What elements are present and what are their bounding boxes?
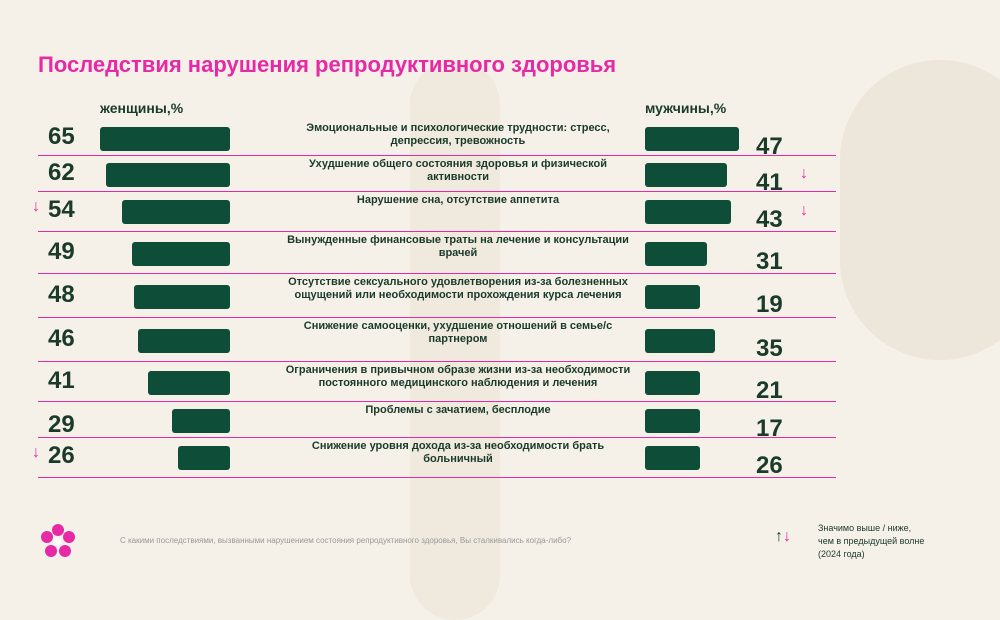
men-value-label: 41 xyxy=(756,169,783,196)
men-value-label: 17 xyxy=(756,415,783,442)
background-shape xyxy=(410,60,500,620)
women-value-label: 48 xyxy=(48,281,75,308)
category-label: Отсутствие сексуального удовлетворения и… xyxy=(288,276,628,301)
down-arrow-icon: ↓ xyxy=(32,198,40,215)
women-bar xyxy=(106,163,230,187)
legend: Значимо выше / ниже, чем в предыдущей во… xyxy=(818,522,968,561)
category-label: Снижение самооценки, ухудшение отношений… xyxy=(303,320,613,345)
men-value-label: 19 xyxy=(756,291,783,318)
women-column-label: женщины,% xyxy=(100,100,184,116)
logo-icon xyxy=(38,522,78,567)
row-divider xyxy=(38,437,836,438)
row-divider xyxy=(38,155,836,156)
women-bar xyxy=(134,285,230,309)
legend-line-1: Значимо выше / ниже, xyxy=(818,523,912,533)
chart-row: 26 ↓ Снижение уровня дохода из-за необходи… xyxy=(32,440,836,479)
chart-row: 46 Снижение самооценки, ухудшение отношен… xyxy=(38,320,836,362)
category-label: Вынужденные финансовые траты на лечение … xyxy=(287,234,629,259)
chart-row: 48 Отсутствие сексуального удовлетворения… xyxy=(38,276,836,318)
men-bar xyxy=(645,285,700,309)
chart-row: 54 ↓ Нарушение сна, отсутствие аппетита 43 ↓ xyxy=(32,194,836,233)
down-arrow-icon: ↓ xyxy=(32,444,40,461)
women-bar xyxy=(172,409,230,433)
down-arrow-icon: ↓ xyxy=(800,165,808,182)
row-divider xyxy=(38,317,836,318)
chart-row: 41 Ограничения в привычном образе жизни и… xyxy=(38,364,836,404)
women-bar xyxy=(138,329,230,353)
men-value-label: 31 xyxy=(756,248,783,275)
men-value-label: 26 xyxy=(756,452,783,479)
men-bar xyxy=(645,371,700,395)
women-bar xyxy=(122,200,230,224)
women-bar xyxy=(132,242,230,266)
row-divider xyxy=(38,361,836,362)
women-value-label: 46 xyxy=(48,325,75,352)
background-shape xyxy=(840,60,1000,360)
page-title: Последствия нарушения репродуктивного зд… xyxy=(38,52,617,77)
men-bar xyxy=(645,409,700,433)
men-bar xyxy=(645,163,727,187)
chart-row: 49 Вынужденные финансовые траты на лечени… xyxy=(38,234,836,275)
chart-row: 29 Проблемы с зачатием, бесплодие 17 xyxy=(38,404,836,442)
women-value-label: 62 xyxy=(48,159,75,186)
category-label: Ограничения в привычном образе жизни из-… xyxy=(285,364,631,389)
row-divider xyxy=(38,273,836,274)
men-column-label: мужчины,% xyxy=(645,100,727,116)
men-bar xyxy=(645,446,700,470)
chart-row: 65 Эмоциональные и психологические трудно… xyxy=(38,122,836,160)
category-label: Нарушение сна, отсутствие аппетита xyxy=(356,194,560,206)
men-value-label: 21 xyxy=(756,377,783,404)
men-bar xyxy=(645,329,715,353)
men-value-label: 43 xyxy=(756,206,783,233)
row-divider xyxy=(38,401,836,402)
women-value-label: 65 xyxy=(48,123,75,150)
category-label: Проблемы с зачатием, бесплодие xyxy=(365,404,551,416)
women-bar xyxy=(178,446,230,470)
women-value-label: 49 xyxy=(48,238,75,265)
men-value-label: 47 xyxy=(756,133,783,160)
legend-line-2: чем в предыдущей волне xyxy=(818,536,925,546)
row-divider xyxy=(38,477,836,478)
legend-arrows-icon: ↑↓ xyxy=(775,528,791,545)
women-value-label: 29 xyxy=(48,411,75,438)
category-label: Эмоциональные и психологические трудност… xyxy=(306,122,610,147)
row-divider xyxy=(38,191,836,192)
survey-question: С какими последствиями, вызванными наруш… xyxy=(120,536,572,545)
women-value-label: 54 xyxy=(48,196,75,223)
men-bar xyxy=(645,242,707,266)
women-value-label: 41 xyxy=(48,367,75,394)
men-bar xyxy=(645,127,739,151)
down-arrow-icon: ↓ xyxy=(800,202,808,219)
category-label: Снижение уровня дохода из-за необходимос… xyxy=(311,440,605,465)
category-label: Ухудшение общего состояния здоровья и фи… xyxy=(309,158,607,183)
row-divider xyxy=(38,231,836,232)
women-value-label: 26 xyxy=(48,442,75,469)
legend-line-3: (2024 года) xyxy=(818,549,865,559)
chart-row: 62 Ухудшение общего состояния здоровья и … xyxy=(38,158,836,196)
men-bar xyxy=(645,200,731,224)
men-value-label: 35 xyxy=(756,335,783,362)
women-bar xyxy=(148,371,230,395)
women-bar xyxy=(100,127,230,151)
